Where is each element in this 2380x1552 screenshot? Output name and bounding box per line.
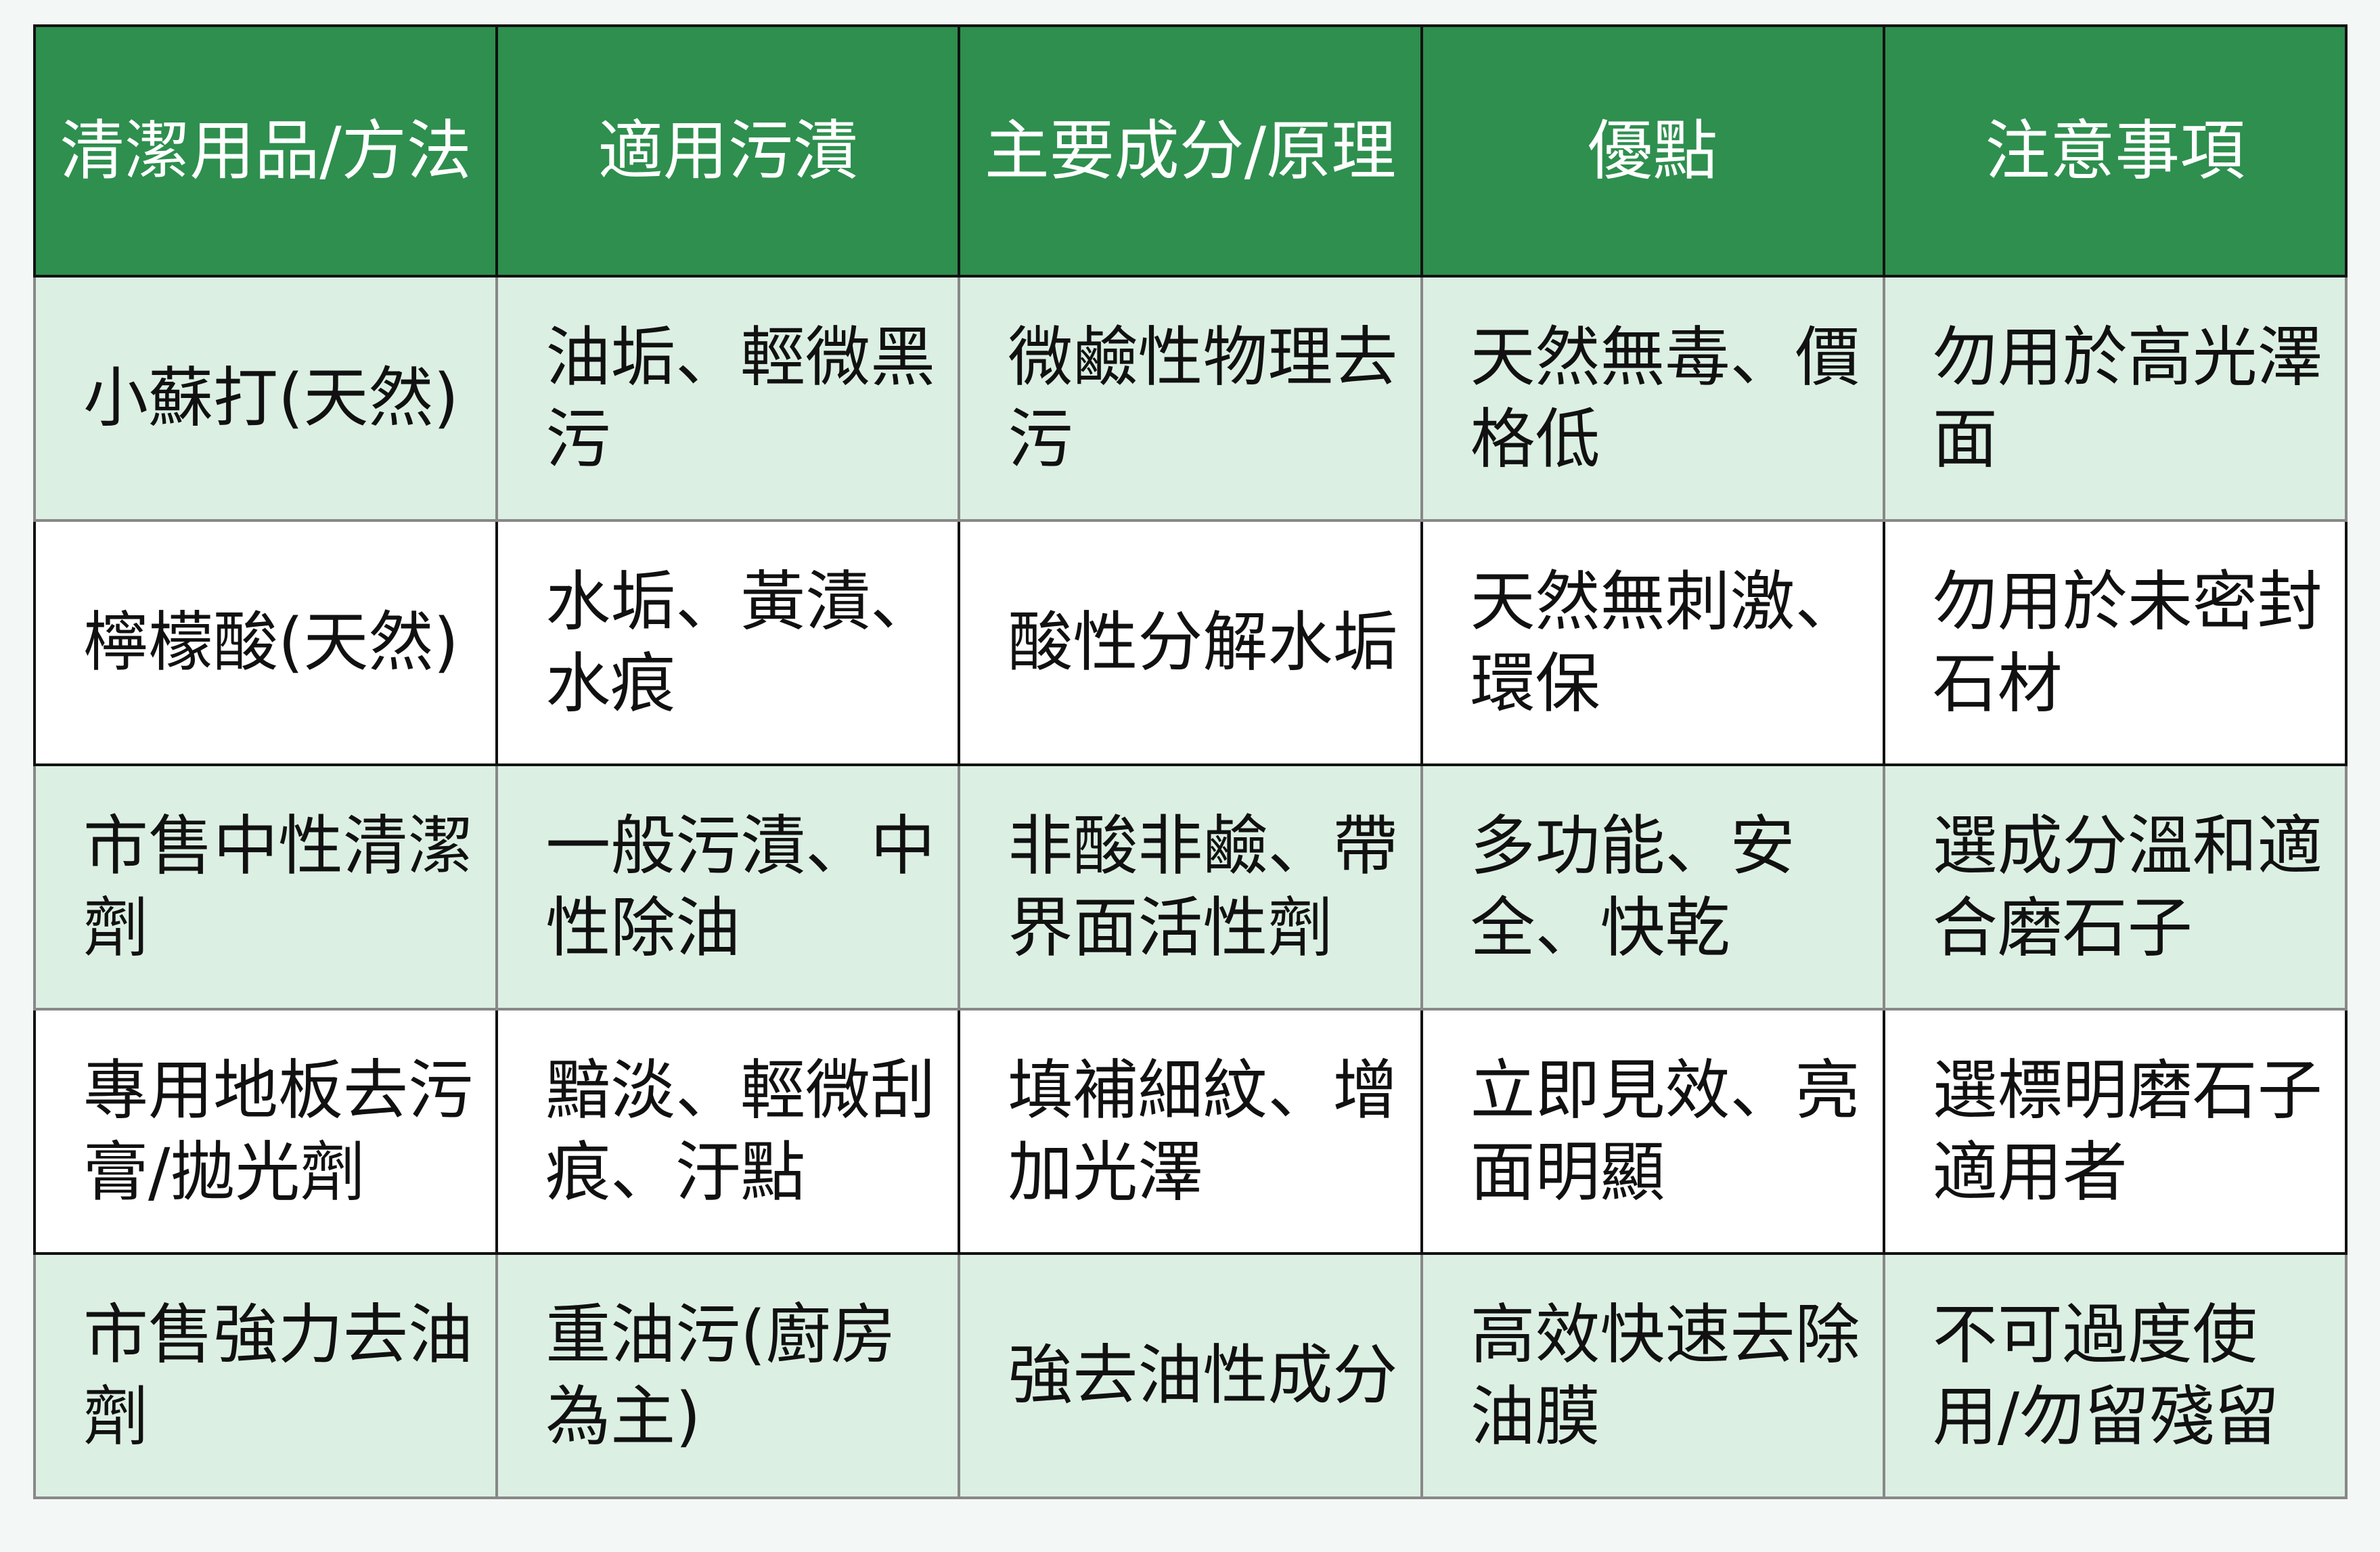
cell-cautions: 勿用於未密封石材 — [1882, 519, 2348, 766]
cell-ingredients: 微鹼性物理去污 — [958, 275, 1423, 522]
header-cautions: 注意事項 — [1882, 24, 2348, 278]
header-advantages: 優點 — [1420, 24, 1885, 278]
cell-product: 檸檬酸(天然) — [32, 519, 499, 766]
cell-product: 小蘇打(天然) — [32, 275, 499, 522]
header-ingredients: 主要成分/原理 — [958, 24, 1423, 278]
cell-stains: 油垢、輕微黑污 — [495, 275, 961, 522]
cell-stains: 黯淡、輕微刮痕、汙點 — [495, 1008, 961, 1255]
cell-cautions: 選成分溫和適合磨石子 — [1882, 763, 2348, 1011]
header-product: 清潔用品/方法 — [32, 24, 499, 278]
cell-cautions: 不可過度使用/勿留殘留 — [1882, 1252, 2348, 1499]
cell-advantages: 高效快速去除油膜 — [1420, 1252, 1885, 1499]
cell-advantages: 天然無毒、價格低 — [1420, 275, 1885, 522]
header-row: 清潔用品/方法 適用污漬 主要成分/原理 優點 注意事項 — [32, 24, 2348, 278]
table-row: 市售強力去油劑 重油污(廚房為主) 強去油性成分 高效快速去除油膜 不可過度使用… — [32, 1252, 2348, 1499]
cell-ingredients: 酸性分解水垢 — [958, 519, 1423, 766]
cell-product: 市售中性清潔劑 — [32, 763, 499, 1011]
cell-product: 市售強力去油劑 — [32, 1252, 499, 1499]
header-stains: 適用污漬 — [495, 24, 961, 278]
table-row: 檸檬酸(天然) 水垢、黃漬、水痕 酸性分解水垢 天然無刺激、環保 勿用於未密封石… — [32, 519, 2348, 766]
cell-ingredients: 填補細紋、增加光澤 — [958, 1008, 1423, 1255]
cell-cautions: 選標明磨石子適用者 — [1882, 1008, 2348, 1255]
table-row: 市售中性清潔劑 一般污漬、中性除油 非酸非鹼、帶界面活性劑 多功能、安全、快乾 … — [32, 763, 2348, 1011]
cell-stains: 水垢、黃漬、水痕 — [495, 519, 961, 766]
table-row: 小蘇打(天然) 油垢、輕微黑污 微鹼性物理去污 天然無毒、價格低 勿用於高光澤面 — [32, 275, 2348, 522]
cleaning-products-table: 清潔用品/方法 適用污漬 主要成分/原理 優點 注意事項 小蘇打(天然) 油垢、… — [32, 24, 2348, 1499]
cell-advantages: 多功能、安全、快乾 — [1420, 763, 1885, 1011]
cell-ingredients: 非酸非鹼、帶界面活性劑 — [958, 763, 1423, 1011]
cell-stains: 一般污漬、中性除油 — [495, 763, 961, 1011]
cell-product: 專用地板去污膏/拋光劑 — [32, 1008, 499, 1255]
cell-stains: 重油污(廚房為主) — [495, 1252, 961, 1499]
table-row: 專用地板去污膏/拋光劑 黯淡、輕微刮痕、汙點 填補細紋、增加光澤 立即見效、亮面… — [32, 1008, 2348, 1255]
cell-ingredients: 強去油性成分 — [958, 1252, 1423, 1499]
cell-cautions: 勿用於高光澤面 — [1882, 275, 2348, 522]
cell-advantages: 立即見效、亮面明顯 — [1420, 1008, 1885, 1255]
cell-advantages: 天然無刺激、環保 — [1420, 519, 1885, 766]
